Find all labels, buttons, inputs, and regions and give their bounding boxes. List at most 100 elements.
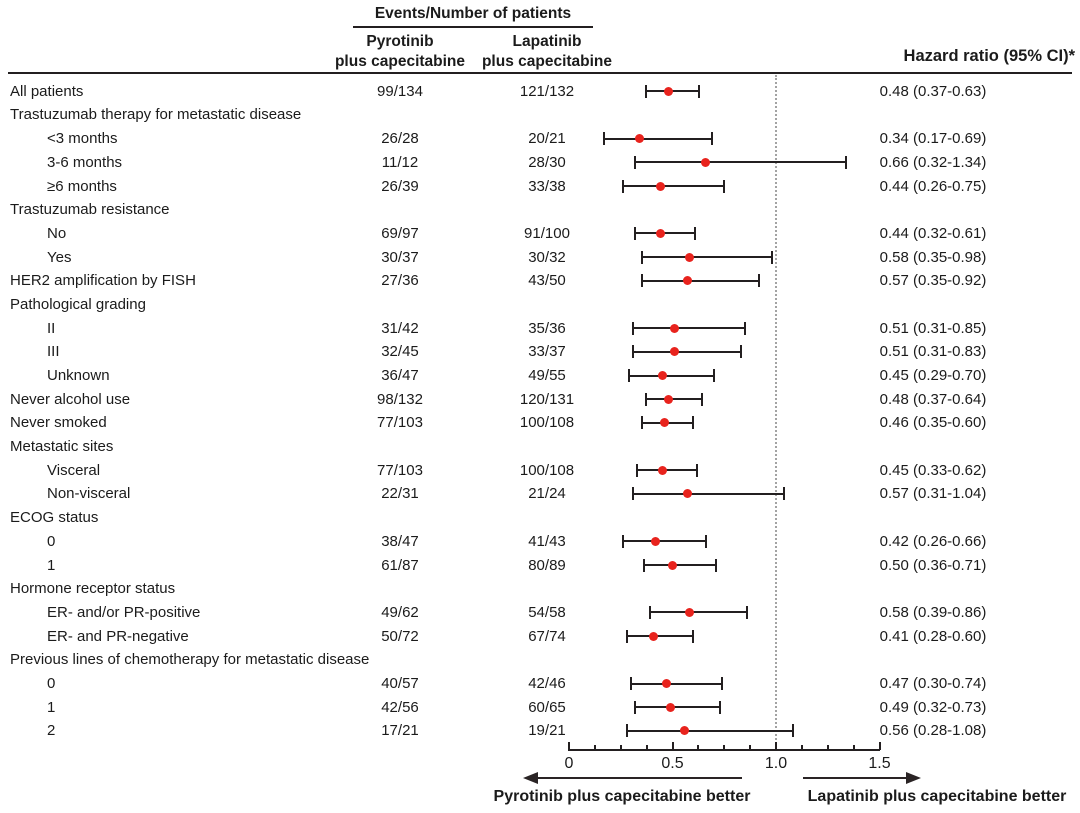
ci-upper-cap <box>696 463 699 477</box>
ci-upper-cap <box>791 724 794 738</box>
lapatinib-events-value: 54/58 <box>528 603 566 621</box>
right-better-label: Lapatinib plus capecitabine better <box>807 788 1067 805</box>
pyrotinib-events-value: 99/134 <box>377 82 423 100</box>
x-axis-tick-label: 0.5 <box>661 755 684 772</box>
ci-upper-cap <box>723 179 726 193</box>
ci-lower-cap <box>626 724 628 738</box>
x-axis-minor-tick <box>593 745 596 750</box>
hazard-ratio-value: 0.49 (0.32-0.73) <box>879 698 987 716</box>
x-axis-minor-tick <box>852 745 855 750</box>
lapatinib-events-value: 67/74 <box>528 627 566 645</box>
ci-lower-cap <box>634 226 637 240</box>
hazard-ratio-value: 0.44 (0.32-0.61) <box>879 224 987 242</box>
ci-interval-line <box>633 350 741 353</box>
hazard-ratio-value: 0.57 (0.31-1.04) <box>879 485 987 503</box>
ci-interval-line <box>635 161 847 164</box>
hazard-ratio-point <box>684 252 694 262</box>
hazard-ratio-point <box>668 560 677 570</box>
ci-lower-cap <box>630 677 633 690</box>
ci-upper-cap <box>712 369 715 382</box>
hazard-ratio-point <box>649 631 659 641</box>
right-arrow-line <box>803 777 908 779</box>
x-axis-tick-label: 1.5 <box>868 755 891 772</box>
hazard-ratio-point <box>657 465 667 475</box>
ci-lower-cap <box>632 345 635 359</box>
lapatinib-events-value: 35/36 <box>528 319 566 337</box>
row-label: Never smoked <box>10 414 107 432</box>
pyrotinib-events-value: 40/57 <box>381 675 419 692</box>
left-arrow-line <box>536 777 742 779</box>
ci-upper-cap <box>704 534 707 548</box>
hazard-ratio-value: 0.47 (0.30-0.74) <box>879 675 987 692</box>
ci-upper-cap <box>758 274 761 288</box>
row-label: Visceral <box>47 461 101 479</box>
events-column-group-title: Events/Number of patients <box>374 5 572 22</box>
lapatinib-events-value: 33/37 <box>528 343 566 361</box>
hazard-ratio-point <box>665 702 675 712</box>
hazard-ratio-point <box>655 181 665 191</box>
hazard-ratio-point <box>634 134 644 144</box>
hazard-ratio-point <box>651 536 661 546</box>
ci-lower-cap <box>636 463 639 477</box>
ci-interval-line <box>622 540 706 543</box>
hazard-ratio-value: 0.42 (0.26-0.66) <box>879 532 987 550</box>
hazard-ratio-value: 0.51 (0.31-0.83) <box>879 343 987 361</box>
reference-line-hr-1 <box>775 75 777 748</box>
arm1-column-header: Pyrotinib plus capecitabine <box>320 32 480 72</box>
hazard-ratio-point <box>680 726 690 736</box>
ci-upper-cap <box>692 416 695 430</box>
ci-lower-cap <box>648 605 651 619</box>
hazard-ratio-value: 0.44 (0.26-0.75) <box>879 177 987 195</box>
row-label: HER2 amplification by FISH <box>10 272 196 290</box>
lapatinib-events-value: 100/108 <box>519 414 575 432</box>
row-label: 2 <box>47 722 56 740</box>
hazard-ratio-point <box>657 371 667 380</box>
ci-lower-cap <box>621 534 624 548</box>
section-label: Previous lines of chemotherapy for metas… <box>10 651 370 669</box>
lapatinib-events-value: 19/21 <box>528 722 566 740</box>
row-label: ER- and/or PR-positive <box>47 603 201 621</box>
ci-interval-line <box>645 398 702 401</box>
ci-upper-cap <box>770 250 773 264</box>
ci-upper-cap <box>744 321 746 335</box>
ci-upper-cap <box>694 226 697 240</box>
ci-interval-line <box>649 611 747 614</box>
arm2-column-header: Lapatinib plus capecitabine <box>467 32 627 72</box>
hazard-ratio-point <box>682 276 692 286</box>
lapatinib-events-value: 60/65 <box>528 698 566 716</box>
pyrotinib-events-value: 98/132 <box>377 390 423 408</box>
ci-interval-line <box>627 635 694 638</box>
row-label: Yes <box>47 248 72 266</box>
pyrotinib-events-value: 22/31 <box>381 485 419 503</box>
row-label: Non-visceral <box>47 485 131 503</box>
pyrotinib-events-value: 26/39 <box>381 177 419 195</box>
ci-interval-line <box>635 706 721 709</box>
ci-upper-cap <box>721 677 724 690</box>
ci-upper-cap <box>746 605 748 619</box>
ci-upper-cap <box>845 155 848 169</box>
events-group-underline <box>353 26 593 28</box>
x-axis-line <box>568 749 880 751</box>
hazard-ratio-value: 0.48 (0.37-0.64) <box>879 390 987 408</box>
row-label: <3 months <box>47 130 118 148</box>
ci-interval-line <box>643 564 716 566</box>
hazard-ratio-value: 0.50 (0.36-0.71) <box>879 556 987 574</box>
section-label: Hormone receptor status <box>10 580 176 598</box>
hazard-ratio-value: 0.58 (0.39-0.86) <box>879 603 987 621</box>
pyrotinib-events-value: 11/12 <box>381 153 419 171</box>
x-axis-minor-tick <box>723 745 726 750</box>
ci-lower-cap <box>644 84 647 98</box>
row-label: III <box>47 343 60 361</box>
hazard-ratio-point <box>663 86 673 96</box>
pyrotinib-events-value: 61/87 <box>381 556 419 574</box>
x-axis-minor-tick <box>749 745 752 750</box>
arm2-name: Lapatinib <box>512 33 582 50</box>
lapatinib-events-value: 28/30 <box>528 153 566 171</box>
row-label: 3-6 months <box>47 153 123 171</box>
ci-lower-cap <box>626 629 628 643</box>
arm1-name-line2: plus capecitabine <box>334 53 466 70</box>
row-label: ≥6 months <box>47 177 117 195</box>
ci-upper-cap <box>700 392 703 406</box>
ci-lower-cap <box>644 392 647 406</box>
ci-lower-cap <box>634 155 637 169</box>
